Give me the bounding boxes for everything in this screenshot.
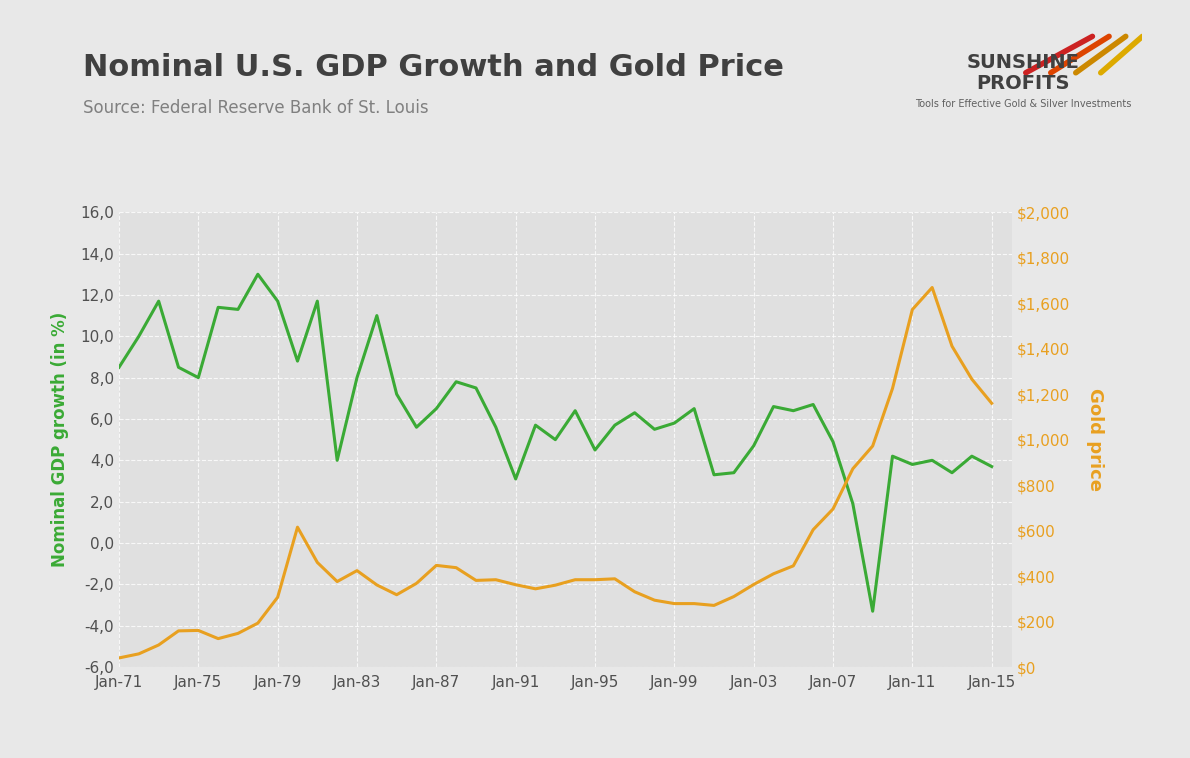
Text: Tools for Effective Gold & Silver Investments: Tools for Effective Gold & Silver Invest… [915, 99, 1132, 108]
Text: Nominal U.S. GDP Growth and Gold Price: Nominal U.S. GDP Growth and Gold Price [83, 53, 784, 82]
Y-axis label: Gold price: Gold price [1086, 388, 1104, 491]
Text: SUNSHINE
PROFITS: SUNSHINE PROFITS [967, 53, 1079, 92]
Y-axis label: Nominal GDP growth (in %): Nominal GDP growth (in %) [51, 312, 69, 567]
Text: Source: Federal Reserve Bank of St. Louis: Source: Federal Reserve Bank of St. Loui… [83, 99, 428, 117]
